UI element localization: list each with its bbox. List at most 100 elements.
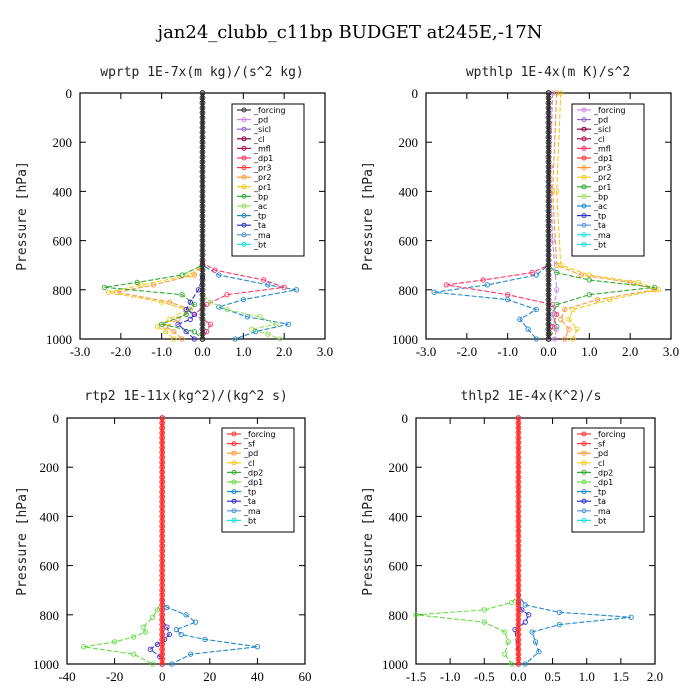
legend-label: _forcing — [593, 106, 626, 115]
legend-marker — [241, 165, 247, 171]
y-tick-label: 0 — [412, 86, 419, 101]
x-tick-label: 60 — [299, 669, 312, 684]
series-point — [111, 639, 118, 645]
legend-label: _dp1 — [243, 478, 263, 487]
series-point — [257, 314, 263, 320]
series-point — [536, 649, 542, 655]
series-point — [522, 602, 528, 608]
series-point — [183, 328, 189, 335]
series-point — [265, 331, 271, 337]
legend-label: _pr1 — [593, 183, 611, 192]
legend-label: _ma — [243, 507, 261, 516]
legend-label: _mfl — [593, 144, 611, 153]
legend-label: _ta — [253, 221, 266, 230]
legend-label: _dp2 — [593, 468, 613, 477]
legend-label: _forcing — [593, 430, 626, 439]
legend-marker — [231, 479, 237, 485]
x-tick-label: -0.5 — [474, 669, 495, 684]
legend-marker — [241, 232, 247, 238]
series-point — [175, 321, 181, 327]
series-point — [171, 328, 177, 335]
plot-frame — [66, 417, 306, 665]
series-point — [551, 336, 558, 342]
legend-marker — [581, 155, 587, 161]
series-point — [191, 328, 197, 335]
series-line-ac — [201, 93, 281, 340]
series-point — [566, 316, 572, 322]
series-point — [554, 269, 560, 276]
legend-marker — [231, 508, 237, 514]
legend-marker — [581, 203, 587, 209]
series-point — [533, 306, 539, 313]
series-point — [517, 316, 523, 322]
series-point — [166, 631, 172, 638]
series-point — [508, 661, 515, 667]
series-point — [566, 326, 572, 332]
panel-title: wprtp 1E-7x(m kg)/(s^2 kg) — [100, 65, 304, 80]
series-point — [586, 292, 592, 298]
series-line-pr1 — [556, 92, 661, 340]
series-point — [188, 651, 194, 657]
series-point — [558, 262, 564, 268]
legend-label: _tp — [253, 212, 266, 221]
legend-label: _cl — [253, 135, 265, 144]
panel-wprtp: wprtp 1E-7x(m kg)/(s^2 kg) Pressure [hPa… — [15, 65, 333, 359]
legend-label: _forcing — [253, 106, 286, 115]
series-point — [656, 287, 662, 293]
y-tick-label: 800 — [40, 608, 60, 623]
legend-marker — [581, 193, 587, 199]
series-point — [134, 279, 140, 286]
legend-marker — [231, 441, 237, 447]
series-line-pr2 — [116, 93, 204, 340]
series-point — [130, 651, 137, 657]
legend-label: _ta — [593, 221, 606, 230]
legend-marker — [241, 174, 247, 180]
y-tick-label: 800 — [53, 283, 73, 298]
series-point — [554, 287, 560, 293]
x-tick-label: -1.0 — [497, 344, 518, 359]
legend-label: _pr2 — [253, 173, 271, 182]
series-point — [105, 289, 112, 295]
series-point — [187, 299, 193, 305]
y-axis-label: Pressure [hPa] — [15, 486, 30, 596]
legend-marker — [241, 107, 247, 113]
series-point — [431, 289, 437, 295]
legend-marker — [581, 107, 587, 113]
x-tick-label: 2.0 — [647, 669, 663, 684]
legend-marker — [581, 498, 587, 504]
legend-marker — [581, 489, 587, 495]
legend-label: _ma — [593, 507, 611, 516]
series-point — [281, 284, 287, 290]
series-point — [570, 336, 576, 342]
legend-label: _pr3 — [253, 164, 271, 173]
series-point — [558, 316, 564, 322]
series-point — [169, 661, 175, 667]
series-point — [179, 272, 185, 278]
y-tick-label: 400 — [53, 184, 73, 199]
forcing-point — [515, 661, 522, 667]
legend-label: _cl — [593, 459, 605, 468]
series-point — [101, 284, 108, 290]
legend-label: _dp1 — [593, 478, 613, 487]
legend-label: _pd — [593, 116, 608, 125]
y-tick-label: 400 — [399, 184, 419, 199]
series-point — [154, 324, 161, 330]
legend-label: _ta — [593, 497, 606, 506]
y-tick-label: 200 — [399, 135, 419, 150]
series-point — [549, 324, 556, 330]
legend-label: _pr1 — [253, 183, 271, 192]
legend-label: _tp — [593, 488, 606, 497]
series-point — [150, 661, 156, 667]
legend-marker — [241, 222, 247, 228]
series-point — [138, 282, 144, 288]
series-line-dp1 — [446, 93, 558, 340]
legend-label: _tp — [593, 212, 606, 221]
legend-marker — [581, 165, 587, 171]
x-tick-label: 3.0 — [317, 344, 333, 359]
legend-label: _pd — [243, 449, 258, 458]
y-tick-label: 200 — [389, 460, 409, 475]
series-point — [508, 599, 515, 606]
series-point — [163, 328, 169, 335]
series-point — [192, 619, 199, 625]
legend-marker — [231, 517, 237, 523]
